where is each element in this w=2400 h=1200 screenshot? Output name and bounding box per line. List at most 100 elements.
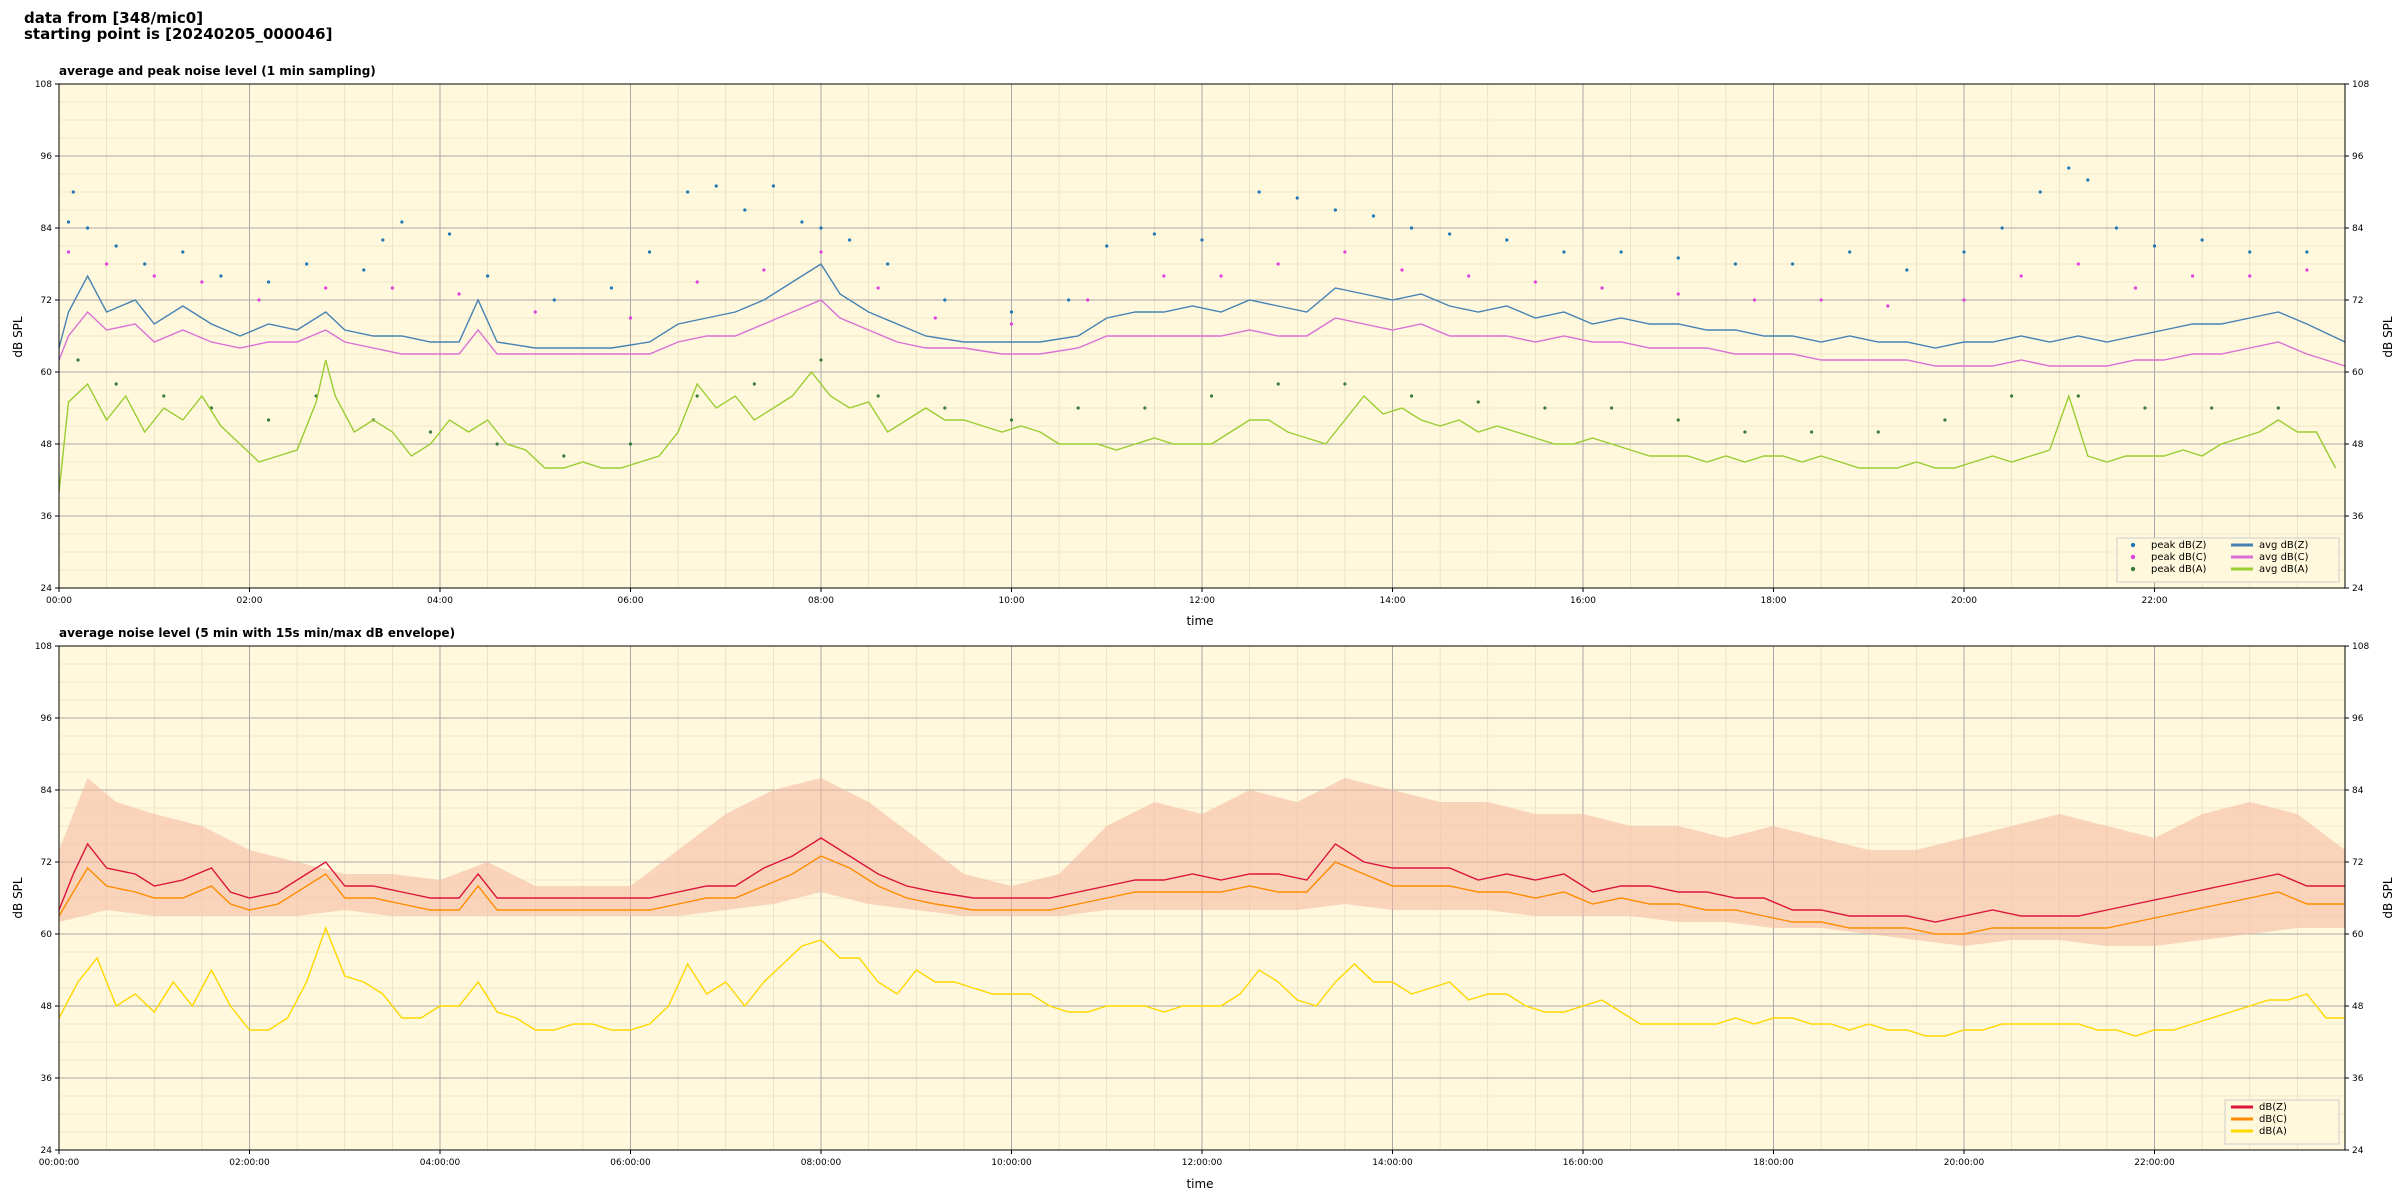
scatter-point [1543, 406, 1547, 410]
scatter-point [1343, 250, 1347, 254]
scatter-point [1448, 232, 1452, 236]
legend-marker [2130, 566, 2136, 572]
scatter-point [752, 382, 756, 386]
x-tick-label: 00:00:00 [39, 1158, 80, 1168]
minmax-envelope [59, 778, 2345, 946]
y-tick-label: 48 [2352, 1002, 2364, 1012]
scatter-point [457, 292, 461, 296]
y-tick-label: 24 [2352, 1146, 2364, 1156]
scatter-point [1009, 418, 1014, 422]
x-tick-label: 06:00:00 [610, 1158, 651, 1168]
scatter-point [495, 442, 499, 446]
scatter-point [552, 298, 556, 302]
scatter-point [66, 220, 71, 224]
y-tick-label: 108 [2352, 80, 2369, 90]
series-avg-db-a- [58, 359, 2337, 493]
scatter-point [609, 286, 614, 290]
scatter-point [2000, 226, 2004, 230]
scatter-point [876, 286, 880, 290]
scatter-point [1790, 262, 1795, 266]
scatter-point [152, 274, 156, 278]
x-tick-label: 20:00:00 [1944, 1158, 1985, 1168]
scatter-point [876, 394, 880, 398]
scatter-point [324, 286, 328, 290]
x-tick-label: 16:00 [1570, 596, 1596, 606]
legend: peak dB(Z)peak dB(C)peak dB(A)avg dB(Z)a… [2116, 537, 2340, 583]
x-tick-label: 14:00 [1380, 596, 1406, 606]
scatter-point [1333, 208, 1337, 212]
scatter-point [1600, 286, 1604, 290]
scatter-point [800, 220, 804, 224]
y-tick-label: 24 [41, 584, 53, 594]
scatter-point [1162, 274, 1166, 278]
series-line [58, 926, 2345, 1037]
scatter-point [2133, 286, 2138, 290]
y-tick-label: 72 [2352, 858, 2363, 868]
x-tick-label: 16:00:00 [1563, 1158, 1604, 1168]
scatter-point [1200, 238, 1204, 242]
series-avg-db-z- [58, 263, 2346, 349]
scatter-point [1819, 298, 1823, 302]
scatter-point [1905, 268, 1909, 272]
scatter-point [1810, 430, 1814, 434]
scatter-point [1295, 196, 1299, 200]
y-tick-label: 84 [2352, 786, 2364, 796]
scatter-point [219, 274, 223, 278]
panel1-plot: 24 24 36 36 48 48 60 60 72 72 84 84 96 96 108 108 00:00 0… [35, 80, 2370, 606]
scatter-point [1067, 298, 1071, 302]
scatter-point [381, 238, 385, 242]
panel1-title: average and peak noise level (1 min samp… [59, 64, 376, 78]
panel2-ylabel-left: dB SPL [11, 877, 25, 919]
scatter-point [1886, 304, 1890, 308]
panel2-plot: 24 24 36 36 48 48 60 60 72 72 84 84 96 96 108 108 00:00:… [35, 642, 2370, 1168]
y-tick-label: 48 [41, 440, 53, 450]
y-tick-label: 36 [41, 1074, 53, 1084]
scatter-point [695, 280, 699, 284]
scatter-point [943, 298, 947, 302]
scatter-point [1343, 382, 1347, 386]
scatter-point [1676, 292, 1680, 296]
legend-label: avg dB(C) [2259, 552, 2309, 563]
panel2-ylabel-right: dB SPL [2381, 877, 2395, 919]
y-tick-label: 72 [41, 858, 52, 868]
x-tick-label: 18:00:00 [1753, 1158, 1794, 1168]
y-tick-label: 60 [41, 368, 53, 378]
series-line [58, 263, 2346, 349]
y-tick-label: 72 [2352, 296, 2363, 306]
x-tick-label: 12:00 [1189, 596, 1215, 606]
scatter-point [2038, 190, 2042, 194]
scatter-point [2019, 274, 2023, 278]
scatter-point [1733, 262, 1737, 266]
scatter-point [486, 274, 490, 278]
scatter-point [266, 418, 271, 422]
x-tick-label: 02:00:00 [229, 1158, 270, 1168]
y-tick-label: 60 [41, 930, 53, 940]
scatter-point [771, 184, 775, 188]
scatter-point [1476, 400, 1480, 404]
series-peak-db-z- [66, 166, 2309, 314]
panel2-xlabel: time [1186, 1177, 1213, 1191]
x-tick-label: 10:00:00 [991, 1158, 1032, 1168]
scatter-point [628, 316, 633, 320]
legend-label: peak dB(A) [2151, 564, 2207, 575]
scatter-point [1609, 406, 1614, 410]
y-tick-label: 36 [41, 512, 53, 522]
scatter-point [105, 262, 109, 266]
scatter-point [647, 250, 652, 254]
series-line [58, 359, 2337, 493]
scatter-point [2067, 166, 2071, 170]
scatter-point [1400, 268, 1404, 272]
scatter-point [114, 382, 118, 386]
scatter-point [1848, 250, 1852, 254]
scatter-point [1752, 298, 1757, 302]
scatter-point [2276, 406, 2280, 410]
legend-marker [2130, 542, 2136, 548]
scatter-point [1276, 262, 1280, 266]
scatter-point [1676, 418, 1680, 422]
scatter-point [1943, 418, 1947, 422]
scatter-point [1962, 250, 1966, 254]
scatter-point [143, 262, 147, 266]
series-db-a- [58, 926, 2345, 1037]
series-peak-db-c- [66, 250, 2309, 326]
scatter-point [714, 184, 718, 188]
